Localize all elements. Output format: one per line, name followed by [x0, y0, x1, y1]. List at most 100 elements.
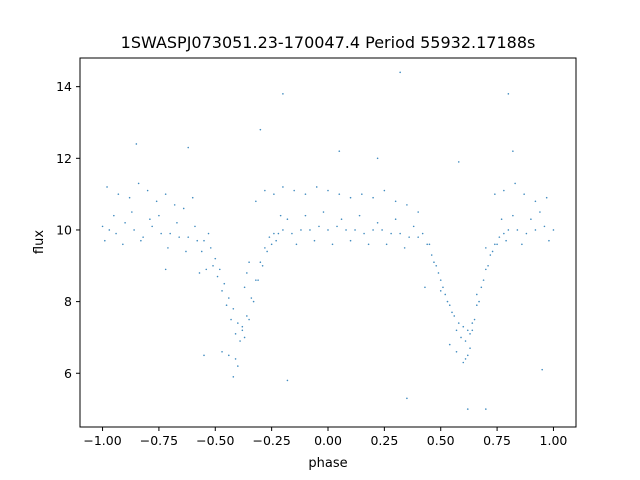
data-point	[279, 214, 282, 217]
data-point	[464, 340, 467, 342]
data-point	[462, 361, 465, 364]
data-point	[482, 279, 485, 281]
data-point	[203, 239, 205, 242]
data-point	[140, 239, 142, 242]
data-point	[106, 186, 108, 188]
y-tick-label: 14	[56, 79, 72, 94]
data-point	[372, 196, 374, 199]
data-point	[264, 247, 266, 249]
data-point	[246, 272, 248, 274]
data-point	[491, 250, 494, 253]
data-point	[439, 279, 442, 281]
data-point	[494, 243, 496, 246]
data-point	[218, 268, 221, 271]
data-point	[282, 93, 284, 95]
data-point	[286, 379, 289, 382]
data-point	[266, 250, 268, 253]
data-point	[173, 204, 176, 206]
data-point	[361, 193, 363, 195]
data-point	[221, 290, 223, 292]
x-tick-label: −1.00	[83, 433, 121, 448]
data-point	[480, 286, 483, 289]
data-point	[503, 232, 505, 235]
data-point	[399, 71, 401, 74]
data-point	[471, 329, 474, 332]
data-point	[115, 232, 117, 235]
data-point	[248, 318, 250, 321]
data-point	[234, 358, 237, 360]
data-point	[176, 222, 178, 224]
data-point	[293, 189, 295, 192]
data-point	[151, 225, 153, 228]
data-point	[376, 157, 379, 160]
data-point	[530, 218, 532, 221]
data-point	[541, 368, 543, 371]
data-point	[505, 239, 507, 242]
data-point	[363, 232, 365, 235]
data-point	[264, 189, 266, 192]
data-point	[286, 218, 289, 221]
data-point	[252, 300, 255, 303]
data-point	[295, 243, 298, 246]
data-point	[457, 322, 460, 324]
x-axis-label: phase	[308, 456, 347, 471]
data-point	[246, 315, 248, 317]
data-point	[516, 229, 519, 231]
data-point	[257, 279, 259, 281]
data-point	[437, 272, 440, 274]
data-point	[514, 182, 516, 185]
data-point	[203, 354, 205, 357]
data-point	[460, 336, 462, 339]
data-point	[198, 272, 201, 274]
data-point	[182, 207, 185, 210]
data-point	[282, 186, 284, 188]
data-point	[191, 196, 194, 199]
data-point	[421, 232, 424, 235]
data-point	[489, 254, 492, 256]
data-point	[237, 365, 239, 367]
data-point	[230, 318, 232, 321]
data-point	[444, 293, 447, 296]
data-point	[158, 214, 160, 217]
data-point	[223, 282, 226, 285]
x-tick-label: −0.50	[196, 433, 234, 448]
data-point	[277, 232, 280, 235]
data-point	[142, 236, 144, 238]
data-point	[428, 243, 431, 246]
x-axis-ticks: −1.00 −0.75 −0.50 −0.25 0.00 0.25 0.50 0.75 1.00	[83, 427, 567, 448]
data-point	[248, 261, 250, 264]
data-point	[113, 214, 115, 217]
data-point	[448, 304, 451, 306]
data-point	[417, 211, 419, 213]
data-point	[131, 211, 133, 213]
data-point	[214, 257, 217, 260]
data-point	[372, 229, 374, 231]
data-point	[494, 193, 496, 195]
data-point	[101, 225, 104, 228]
data-point	[485, 268, 487, 271]
data-point	[225, 304, 228, 306]
data-point	[164, 193, 167, 195]
x-tick-label: 0.00	[314, 433, 342, 448]
data-point	[367, 243, 370, 246]
data-point	[309, 229, 311, 231]
data-point	[338, 193, 341, 195]
data-point	[243, 336, 246, 339]
data-point	[446, 300, 449, 303]
data-point	[394, 200, 397, 203]
data-point	[338, 150, 341, 152]
data-point	[548, 239, 550, 242]
data-point	[304, 214, 307, 217]
data-point	[507, 93, 510, 95]
data-point	[534, 200, 537, 203]
data-point	[424, 286, 426, 289]
data-point	[485, 408, 487, 410]
data-point	[122, 243, 124, 246]
data-point	[476, 304, 478, 306]
data-point	[261, 264, 264, 267]
data-point	[521, 243, 523, 246]
data-point	[512, 150, 514, 152]
data-point	[237, 322, 239, 324]
data-point	[390, 232, 392, 235]
